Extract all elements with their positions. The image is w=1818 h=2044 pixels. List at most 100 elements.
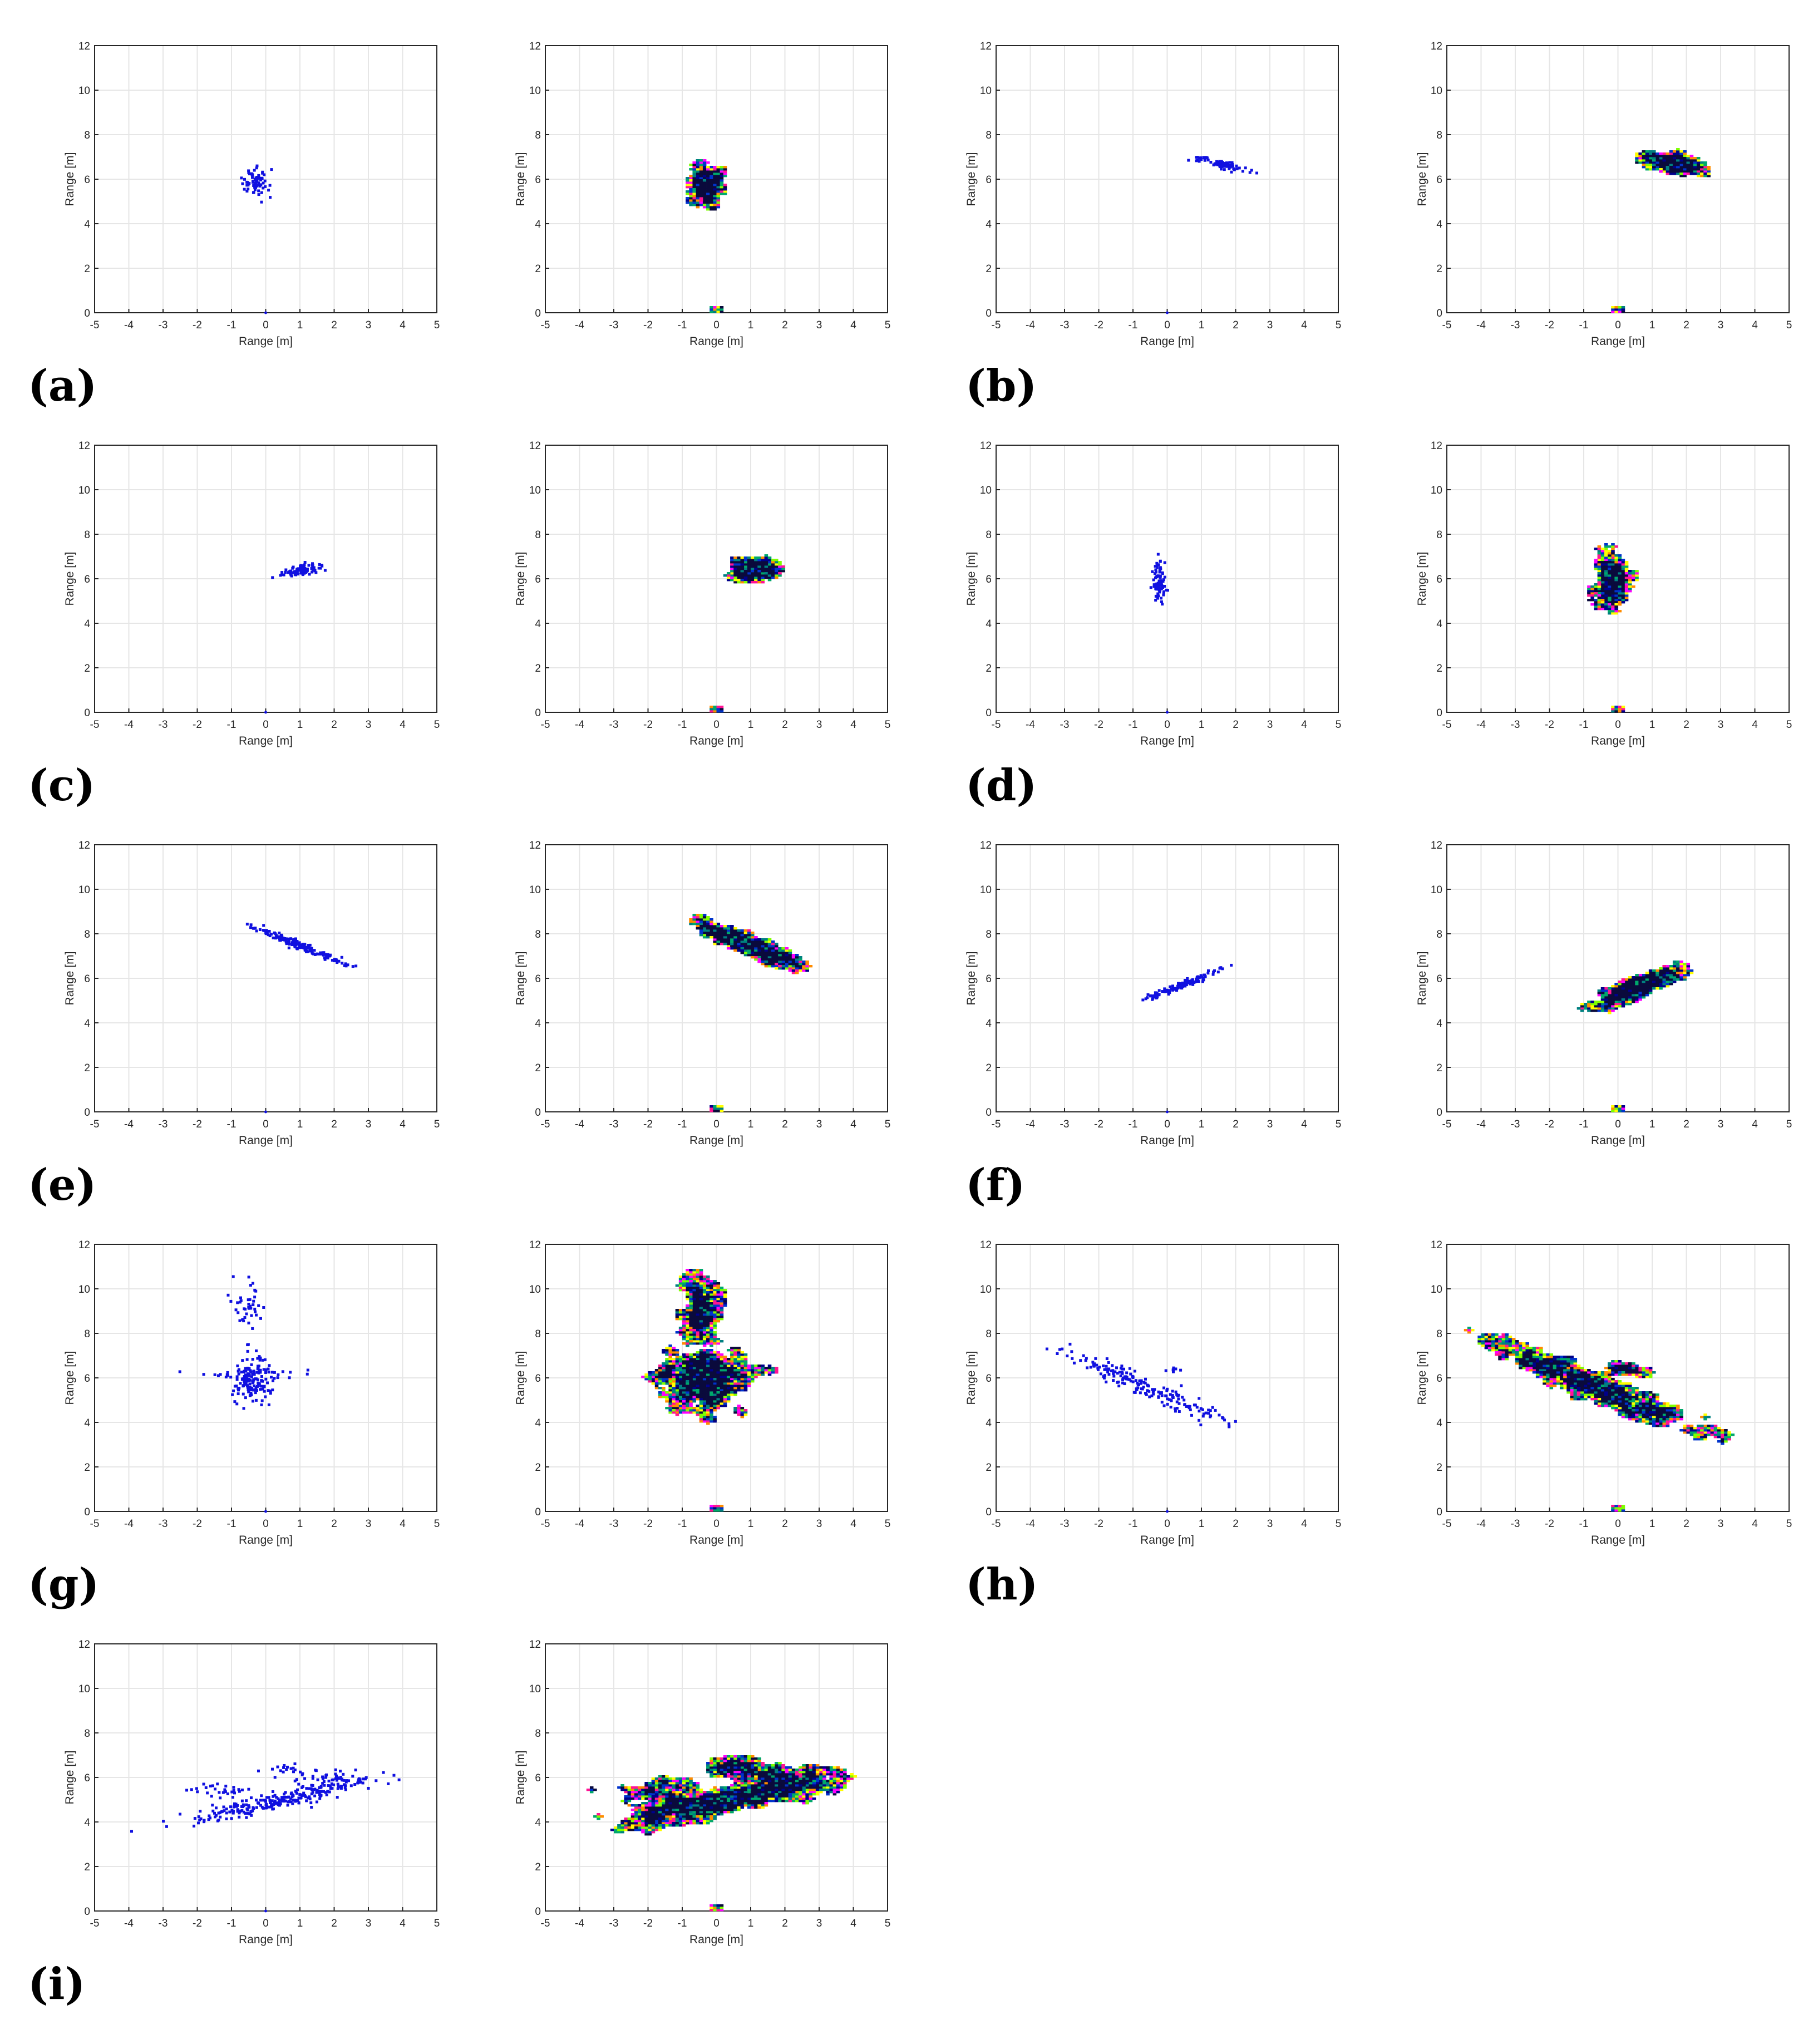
x-tick-label: 5 [1786,1119,1792,1130]
x-tick-label: -2 [643,1119,653,1130]
heatmap-cell [710,1336,713,1338]
heatmap-cell [702,920,707,923]
data-point [1163,575,1166,579]
heatmap-cell [1642,1393,1646,1396]
heatmap-cell [1686,963,1691,966]
heatmap-cell [686,1320,689,1323]
heatmap-cell [730,1376,734,1378]
heatmap-cell [699,1382,703,1385]
heatmap-cell [740,938,745,941]
data-point [1086,1366,1089,1370]
heatmap-cell [740,943,745,945]
data-point [1162,578,1165,582]
heatmap-cell [1662,983,1666,986]
data-point [264,1368,268,1371]
heatmap-cell [1666,976,1670,979]
data-point [285,942,288,945]
x-tick-label: 4 [1752,1518,1758,1530]
heatmap-cell [743,952,748,954]
y-tick-label: 0 [1436,1107,1442,1119]
heatmap-cell [1594,563,1598,566]
heatmap-cell [716,1387,721,1390]
heatmap-cell [706,1327,710,1329]
heatmap-cell [696,1296,700,1298]
heatmap-cell [702,204,707,206]
data-point [249,1388,252,1391]
heatmap-cell [1614,983,1618,986]
heatmap-cell [702,1300,707,1303]
heatmap-cell [713,1382,717,1385]
heatmap-cell [1624,565,1629,568]
heatmap-cell [696,1398,700,1401]
heatmap-cell [710,1316,713,1318]
heatmap-cell [654,1369,659,1372]
heatmap-cell [1666,972,1670,974]
heatmap-cell [1611,556,1615,559]
x-tick-label: -2 [193,1119,202,1130]
heatmap-cell [1624,577,1629,579]
heatmap-cell [795,958,799,961]
data-point [1180,1384,1183,1387]
data-point [280,935,284,939]
heatmap-cell [799,961,802,963]
heatmap-cell [682,1402,686,1405]
heatmap-cell [767,1369,772,1372]
heatmap-cell [754,570,758,573]
heatmap-cell [696,1289,700,1292]
heatmap-cell [720,1298,724,1301]
data-point [235,1385,238,1388]
heatmap-cell [1628,1396,1632,1398]
heatmap-cell [1614,306,1618,309]
heatmap-cell [1614,1393,1618,1396]
heatmap-cell [713,1362,717,1365]
heatmap-cell [692,168,696,171]
heatmap-cell [682,1400,686,1403]
heatmap-cell [692,1393,696,1396]
heatmap-cell [713,1282,717,1285]
heatmap-cell [716,170,721,173]
heatmap-cell [740,1353,745,1356]
heatmap-cell [710,170,713,173]
heatmap-cell [743,1369,748,1372]
heatmap-cell [1594,605,1598,608]
heatmap-cell [723,1289,727,1292]
heatmap-cell [747,563,751,566]
heatmap-cell [791,958,796,961]
heatmap-cell [696,199,700,202]
y-tick-label: 4 [1436,219,1442,230]
data-point [255,1371,259,1374]
heatmap-cell [726,1367,731,1370]
heatmap-cell [1487,1344,1492,1347]
heatmap-cell [689,1409,693,1412]
heatmap-cell [1628,572,1632,575]
heatmap-cell [713,190,717,193]
heatmap-cell [730,947,734,950]
y-tick-label: 2 [1436,663,1442,674]
heatmap-cell [1656,157,1659,160]
heatmap-cell [723,1385,727,1387]
heatmap-cell [1642,987,1646,990]
heatmap-cell [689,1369,693,1372]
heatmap-cell [1621,599,1625,602]
data-point [300,944,303,948]
heatmap-cell [1656,159,1659,162]
data-point [1160,1394,1164,1397]
heatmap-cell [1600,592,1605,595]
heatmap-cell [726,1400,731,1403]
heatmap-cell [737,1373,741,1376]
data-point [253,1372,256,1376]
heatmap-cell [678,1385,683,1387]
heatmap-cell [1632,1396,1635,1398]
heatmap-cell [720,1289,724,1292]
heatmap-cell [1624,985,1629,988]
heatmap-cell [757,1373,761,1376]
heatmap-cell [754,579,758,582]
data-point [1177,982,1180,986]
heatmap-cell [1624,1003,1629,1006]
heatmap-cell [1597,599,1602,602]
x-axis-label: Range [m] [1591,1534,1645,1546]
heatmap-cell [1597,550,1602,553]
heatmap-cell [706,201,710,204]
data-point [1190,1413,1193,1417]
